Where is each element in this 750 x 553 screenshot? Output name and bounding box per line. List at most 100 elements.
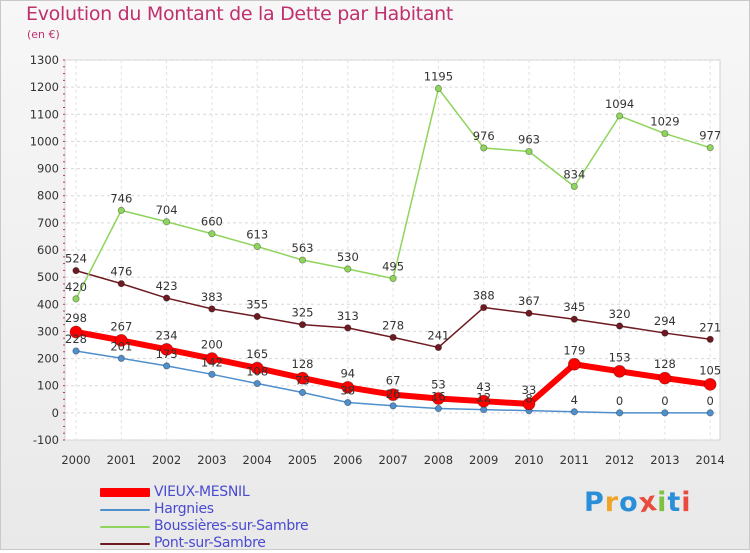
data-label-boussieres: 746: [110, 191, 132, 205]
point-hargnies: [163, 362, 171, 370]
data-label-hargnies: 108: [246, 365, 268, 379]
data-label-boussieres: 834: [563, 167, 585, 181]
x-tick-label: 2005: [288, 453, 317, 467]
y-tick-label: 200: [37, 352, 59, 366]
x-tick-label: 2011: [560, 453, 589, 467]
point-boussieres: [434, 84, 442, 93]
legend-label: Hargnies: [154, 501, 214, 517]
data-label-pont-sur-sambre: 325: [292, 306, 314, 320]
point-boussieres: [615, 112, 624, 120]
x-tick-label: 2004: [243, 453, 272, 467]
y-tick-label: 700: [37, 216, 59, 230]
point-pont-sur-sambre: [163, 294, 171, 302]
data-label-hargnies: 0: [616, 394, 623, 408]
legend-label: Boussières-sur-Sambre: [154, 518, 309, 534]
point-pont-sur-sambre: [72, 267, 80, 275]
y-tick-label: 1200: [30, 80, 59, 94]
x-tick-label: 2009: [469, 453, 498, 467]
point-hargnies: [615, 409, 624, 417]
point-vieux-mesnil: [658, 371, 672, 385]
chart-title: Evolution du Montant de la Dette par Hab…: [26, 3, 454, 25]
point-hargnies: [344, 398, 352, 407]
data-label-hargnies: 0: [661, 394, 668, 408]
point-boussieres: [525, 147, 533, 156]
point-hargnies: [72, 347, 80, 355]
point-hargnies: [389, 402, 397, 410]
x-tick-label: 2007: [378, 453, 407, 467]
point-boussieres: [480, 144, 488, 152]
data-label-boussieres: 1195: [424, 70, 453, 84]
point-pont-sur-sambre: [208, 305, 216, 313]
data-label-pont-sur-sambre: 367: [518, 294, 540, 308]
data-label-boussieres: 495: [382, 260, 404, 274]
point-hargnies: [298, 388, 307, 397]
logo-letter: r: [604, 487, 620, 518]
point-boussieres: [570, 182, 578, 191]
point-pont-sur-sambre: [570, 315, 578, 323]
point-vieux-mesnil: [522, 397, 536, 411]
point-vieux-mesnil: [703, 377, 717, 391]
logo-letter: t: [667, 487, 682, 518]
point-boussieres: [117, 206, 125, 214]
y-tick-label: 0: [52, 406, 59, 420]
point-pont-sur-sambre: [434, 343, 442, 352]
x-tick-label: 2012: [605, 453, 634, 467]
point-hargnies: [661, 409, 669, 417]
data-label-hargnies: 142: [201, 355, 223, 369]
point-boussieres: [253, 242, 261, 251]
data-label-hargnies: 4: [571, 393, 578, 407]
data-label-boussieres: 530: [337, 250, 359, 264]
data-label-boussieres: 420: [65, 280, 87, 294]
proxiti-logo: Proxiti: [584, 485, 692, 520]
point-hargnies: [434, 404, 442, 413]
point-boussieres: [208, 230, 216, 238]
data-label-boussieres: 660: [201, 215, 223, 229]
legend-swatch: [100, 543, 150, 545]
point-boussieres: [661, 129, 669, 138]
data-label-vieux-mesnil: 153: [609, 350, 631, 364]
data-label-hargnies: 26: [386, 387, 401, 401]
data-label-vieux-mesnil: 105: [699, 363, 721, 377]
point-hargnies: [208, 370, 216, 378]
y-tick-label: -100: [33, 433, 59, 447]
data-label-pont-sur-sambre: 345: [563, 300, 585, 314]
point-vieux-mesnil: [386, 388, 400, 402]
data-label-vieux-mesnil: 94: [340, 366, 355, 380]
data-label-pont-sur-sambre: 271: [699, 320, 721, 334]
point-pont-sur-sambre: [615, 322, 624, 330]
point-vieux-mesnil: [477, 394, 491, 408]
legend-swatch: [100, 509, 150, 511]
point-vieux-mesnil: [160, 342, 174, 356]
data-label-pont-sur-sambre: 383: [201, 290, 223, 304]
data-label-boussieres: 1094: [605, 97, 634, 111]
data-label-pont-sur-sambre: 355: [246, 298, 268, 312]
point-vieux-mesnil: [250, 361, 264, 375]
y-tick-label: 1000: [30, 134, 59, 148]
data-label-hargnies: 0: [707, 394, 714, 408]
y-tick-label: 600: [37, 243, 59, 257]
data-label-boussieres: 1029: [650, 115, 679, 129]
data-label-boussieres: 963: [518, 132, 540, 146]
data-label-vieux-mesnil: 67: [386, 374, 401, 388]
point-boussieres: [298, 256, 307, 264]
data-label-boussieres: 704: [156, 203, 178, 217]
logo-letter: x: [636, 485, 660, 520]
logo-letter: i: [681, 487, 692, 518]
point-vieux-mesnil: [341, 380, 355, 394]
logo-letter: i: [657, 487, 668, 518]
line-boussieres: [75, 209, 394, 300]
point-pont-sur-sambre: [525, 309, 533, 317]
point-boussieres: [163, 218, 171, 226]
point-pont-sur-sambre: [389, 333, 397, 341]
point-vieux-mesnil: [69, 325, 83, 339]
data-label-hargnies: 75: [295, 374, 310, 388]
point-pont-sur-sambre: [253, 312, 261, 321]
y-tick-label: 300: [37, 324, 59, 338]
data-label-pont-sur-sambre: 423: [156, 279, 178, 293]
point-pont-sur-sambre: [298, 321, 307, 329]
data-label-pont-sur-sambre: 294: [654, 314, 676, 328]
data-label-pont-sur-sambre: 524: [65, 252, 87, 266]
data-label-boussieres: 977: [699, 129, 721, 143]
point-pont-sur-sambre: [117, 280, 125, 288]
y-tick-label: 800: [37, 189, 59, 203]
